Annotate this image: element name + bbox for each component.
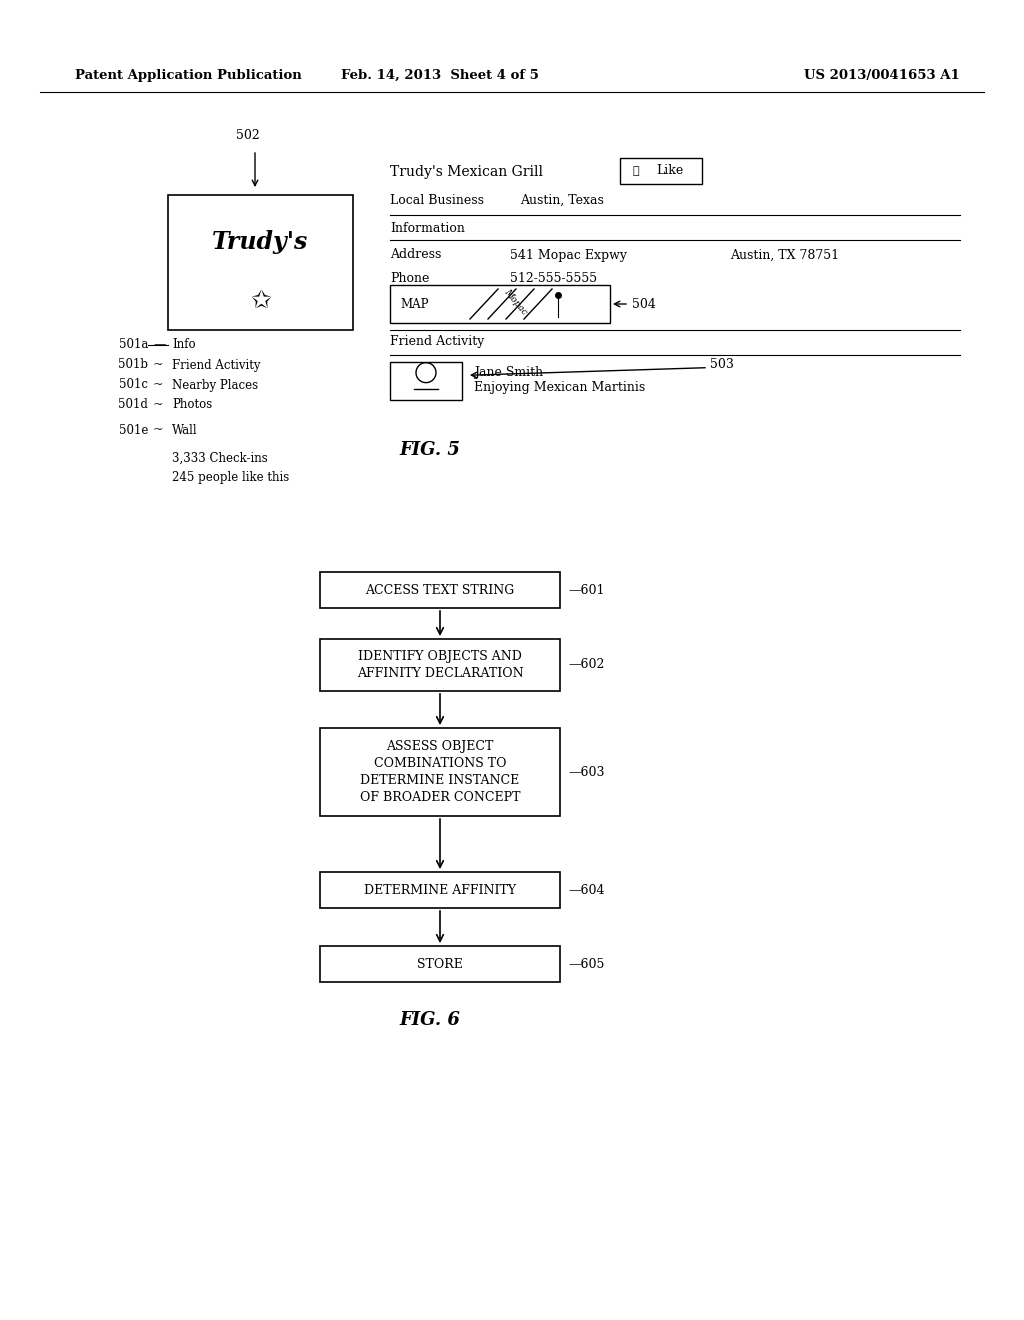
Text: ~: ~ [153, 359, 164, 371]
Text: Trudy's: Trudy's [212, 230, 308, 255]
Text: 245 people like this: 245 people like this [172, 470, 289, 483]
Bar [319, 946, 560, 982]
Text: Nearby Places: Nearby Places [172, 379, 258, 392]
Text: 512-555-5555: 512-555-5555 [510, 272, 597, 285]
Bar [168, 195, 353, 330]
Text: ~: ~ [153, 399, 164, 412]
Text: ~: ~ [153, 379, 164, 392]
Text: —601: —601 [568, 583, 604, 597]
Text: —603: —603 [568, 766, 604, 779]
Text: 541 Mopac Expwy: 541 Mopac Expwy [510, 248, 627, 261]
Text: Local Business: Local Business [390, 194, 484, 206]
Text: Friend Activity: Friend Activity [390, 335, 484, 348]
Text: Patent Application Publication: Patent Application Publication [75, 69, 302, 82]
Text: Wall: Wall [172, 424, 198, 437]
Text: Address: Address [390, 248, 441, 261]
Text: DETERMINE AFFINITY: DETERMINE AFFINITY [364, 883, 516, 896]
Text: Friend Activity: Friend Activity [172, 359, 260, 371]
Text: 504: 504 [632, 297, 656, 310]
Text: —: — [153, 338, 166, 351]
Bar [319, 873, 560, 908]
Bar [390, 362, 462, 400]
Text: Mopac: Mopac [502, 288, 528, 317]
Text: 503: 503 [710, 358, 734, 371]
Text: 501b: 501b [118, 359, 148, 371]
Text: FIG. 6: FIG. 6 [399, 1011, 461, 1030]
Text: 501e: 501e [119, 424, 148, 437]
Text: Info: Info [172, 338, 196, 351]
Text: Jane Smith: Jane Smith [474, 366, 543, 379]
Text: —605: —605 [568, 957, 604, 970]
Text: —602: —602 [568, 659, 604, 672]
Text: ~: ~ [153, 424, 164, 437]
Text: Austin, TX 78751: Austin, TX 78751 [730, 248, 839, 261]
Bar [319, 729, 560, 816]
Text: —604: —604 [568, 883, 604, 896]
Text: Like: Like [656, 165, 684, 177]
Text: ASSESS OBJECT
COMBINATIONS TO
DETERMINE INSTANCE
OF BROADER CONCEPT: ASSESS OBJECT COMBINATIONS TO DETERMINE … [359, 741, 520, 804]
Text: 👍: 👍 [633, 166, 639, 176]
Text: 3,333 Check-ins: 3,333 Check-ins [172, 451, 267, 465]
Text: IDENTIFY OBJECTS AND
AFFINITY DECLARATION: IDENTIFY OBJECTS AND AFFINITY DECLARATIO… [356, 649, 523, 680]
Text: Trudy's Mexican Grill: Trudy's Mexican Grill [390, 165, 543, 180]
Text: MAP: MAP [400, 297, 428, 310]
Text: Photos: Photos [172, 399, 212, 412]
Text: 501a: 501a [119, 338, 148, 351]
Bar [390, 285, 610, 323]
Text: Information: Information [390, 222, 465, 235]
Text: 501d: 501d [118, 399, 148, 412]
Text: Enjoying Mexican Martinis: Enjoying Mexican Martinis [474, 381, 645, 395]
Bar [319, 572, 560, 609]
Text: US 2013/0041653 A1: US 2013/0041653 A1 [804, 69, 961, 82]
Text: Feb. 14, 2013  Sheet 4 of 5: Feb. 14, 2013 Sheet 4 of 5 [341, 69, 539, 82]
Text: ✩: ✩ [250, 288, 271, 313]
Text: Phone: Phone [390, 272, 429, 285]
Text: 501c: 501c [119, 379, 148, 392]
Bar [319, 639, 560, 690]
Text: Austin, Texas: Austin, Texas [520, 194, 604, 206]
Text: ACCESS TEXT STRING: ACCESS TEXT STRING [366, 583, 515, 597]
Text: STORE: STORE [417, 957, 463, 970]
Bar [620, 158, 702, 183]
Text: FIG. 5: FIG. 5 [399, 441, 461, 459]
Text: 502: 502 [237, 129, 260, 143]
